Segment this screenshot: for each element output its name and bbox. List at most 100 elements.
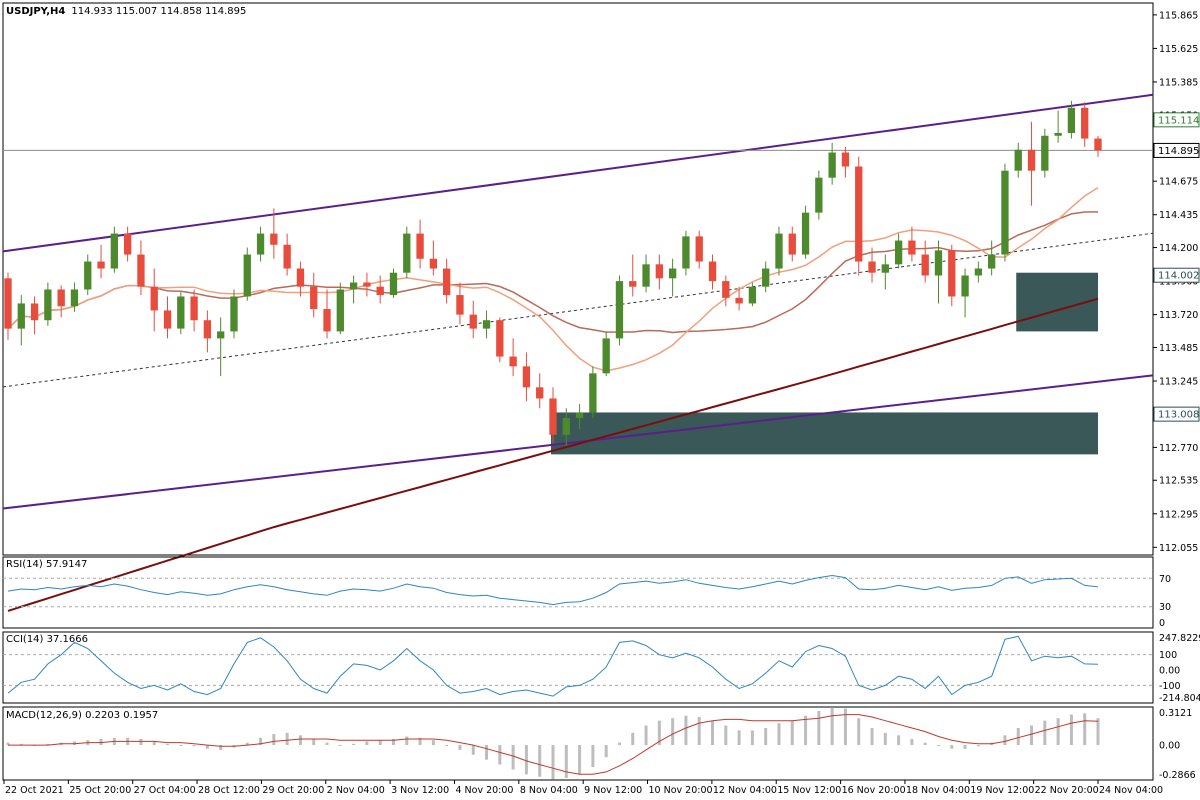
candle-body[interactable] — [496, 320, 504, 357]
candle-body[interactable] — [536, 387, 544, 399]
macd-histogram-bar — [737, 730, 741, 746]
candle-body[interactable] — [270, 233, 278, 245]
candle-body[interactable] — [429, 258, 438, 269]
cci-pane[interactable]: 247.8229 100 0.00 -100-214.8046 — [2, 631, 1200, 704]
candle-body[interactable] — [363, 282, 371, 287]
candle-body[interactable] — [217, 331, 225, 339]
candle-body[interactable] — [881, 264, 889, 273]
candle-body[interactable] — [549, 398, 557, 435]
candle-body[interactable] — [722, 281, 730, 298]
candle-body[interactable] — [708, 261, 717, 282]
support-zone-lower[interactable] — [551, 412, 1098, 455]
candle-body[interactable] — [416, 233, 424, 259]
candle-body[interactable] — [137, 254, 145, 287]
candle-body[interactable] — [948, 250, 956, 297]
candle-body[interactable] — [456, 295, 464, 315]
candle-body[interactable] — [655, 264, 663, 279]
candle-body[interactable] — [788, 233, 796, 255]
candle-body[interactable] — [988, 254, 996, 269]
candle-body[interactable] — [30, 303, 39, 321]
candle-body[interactable] — [575, 412, 584, 419]
candle-body[interactable] — [84, 261, 92, 290]
candle-body[interactable] — [389, 272, 398, 296]
candle-body[interactable] — [4, 278, 12, 329]
candle-body[interactable] — [1027, 149, 1036, 171]
candle-body[interactable] — [323, 309, 331, 332]
candle-body[interactable] — [97, 261, 105, 269]
candle-body[interactable] — [974, 268, 983, 276]
rsi-pane[interactable]: 70 30 0 — [2, 556, 1171, 629]
candle-body[interactable] — [1014, 149, 1022, 171]
candle-body[interactable] — [748, 286, 757, 304]
candle-body[interactable] — [868, 261, 876, 273]
candle-body[interactable] — [403, 233, 411, 273]
candle-body[interactable] — [894, 240, 903, 265]
channel-lower-line[interactable] — [2, 374, 1154, 510]
candle-body[interactable] — [695, 236, 703, 262]
macd-signal-line[interactable] — [8, 714, 1099, 775]
candle-body[interactable] — [735, 297, 743, 304]
candle-body[interactable] — [349, 282, 358, 290]
candle-body[interactable] — [123, 233, 132, 255]
candle-body[interactable] — [682, 236, 690, 269]
candle-body[interactable] — [921, 254, 929, 276]
candle-body[interactable] — [934, 250, 943, 276]
candle-body[interactable] — [110, 233, 118, 269]
candle-body[interactable] — [908, 240, 916, 255]
price-pane[interactable]: 115.865115.625115.385115.150114.910114.6… — [2, 2, 1200, 612]
candle-body[interactable] — [296, 268, 305, 287]
candle-body[interactable] — [642, 264, 650, 287]
candle-body[interactable] — [243, 254, 251, 297]
candle-body[interactable] — [562, 418, 570, 435]
channel-upper-line[interactable] — [2, 93, 1154, 253]
candle-body[interactable] — [1041, 135, 1049, 171]
rsi-line[interactable] — [7, 574, 1099, 606]
macd-histogram-bar — [405, 736, 409, 746]
candle-body[interactable] — [855, 166, 863, 262]
candle-body[interactable] — [310, 286, 318, 310]
candle-body[interactable] — [150, 286, 158, 311]
candle-body[interactable] — [376, 286, 384, 296]
candle-body[interactable] — [70, 289, 79, 307]
cci-line[interactable] — [7, 635, 1099, 697]
candle-body[interactable] — [828, 152, 836, 178]
moving-average-mid[interactable] — [7, 186, 1099, 372]
candle-body[interactable] — [283, 244, 291, 269]
candle-body[interactable] — [256, 233, 265, 255]
candle-body[interactable] — [482, 320, 491, 329]
candle-body[interactable] — [589, 373, 597, 413]
candle-body[interactable] — [203, 320, 212, 339]
candle-body[interactable] — [615, 281, 624, 339]
candle-body[interactable] — [469, 314, 477, 329]
candle-body[interactable] — [57, 289, 65, 307]
moving-average-slow[interactable] — [7, 297, 1099, 612]
candle-body[interactable] — [1001, 170, 1009, 255]
candle-body[interactable] — [177, 296, 185, 329]
candle-body[interactable] — [522, 366, 531, 388]
candle-body[interactable] — [336, 289, 344, 332]
candle-body[interactable] — [230, 296, 238, 332]
candle-body[interactable] — [762, 268, 770, 287]
dashed-trendline[interactable] — [2, 232, 1154, 388]
candle-body[interactable] — [1067, 107, 1076, 133]
candle-body[interactable] — [190, 296, 198, 321]
candle-body[interactable] — [44, 289, 52, 321]
candle-body[interactable] — [1081, 107, 1089, 139]
candle-body[interactable] — [629, 281, 637, 287]
candle-body[interactable] — [602, 338, 610, 374]
candle-body[interactable] — [841, 152, 850, 167]
candle-body[interactable] — [815, 177, 823, 213]
moving-average-fast[interactable] — [7, 211, 1099, 334]
macd-pane[interactable]: 0.3121 0.00 -0.2866 — [2, 706, 1196, 781]
candle-body[interactable] — [775, 233, 783, 269]
candle-body[interactable] — [1094, 138, 1102, 151]
candle-body[interactable] — [17, 303, 25, 329]
candle-body[interactable] — [163, 310, 172, 329]
candle-body[interactable] — [509, 356, 517, 367]
candle-body[interactable] — [1054, 132, 1062, 136]
candle-body[interactable] — [801, 212, 810, 255]
candle-body[interactable] — [961, 275, 969, 297]
candle-body[interactable] — [668, 268, 677, 279]
candle-body[interactable] — [443, 268, 451, 296]
